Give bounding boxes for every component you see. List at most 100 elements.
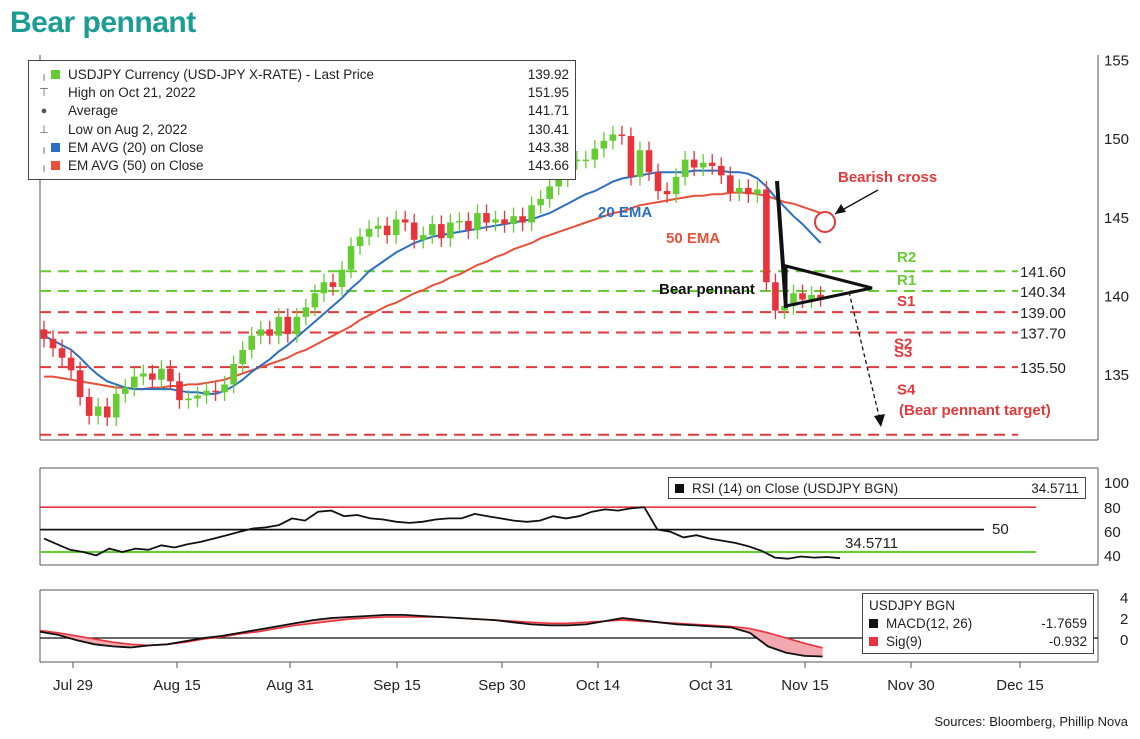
ema20-icon: ╷ xyxy=(40,141,48,154)
rsi-tick-label: 100 xyxy=(1104,475,1129,492)
x-tick-label: Aug 31 xyxy=(266,677,314,694)
rsi-legend-label: RSI (14) on Close (USDJPY BGN) xyxy=(692,480,899,496)
candle-body xyxy=(257,329,265,336)
macd-signal-fill xyxy=(40,614,823,657)
main-legend-label: High on Oct 21, 2022 xyxy=(68,84,196,100)
candle-body xyxy=(808,294,815,300)
candle-body xyxy=(347,246,355,270)
level-value-s3: 135.50 xyxy=(1020,360,1066,377)
price-tick-label: 140 xyxy=(1104,288,1129,305)
candle-body xyxy=(149,373,156,380)
candle-body xyxy=(645,150,653,173)
x-tick-label: Aug 15 xyxy=(153,677,201,694)
level-name-s2: S2 xyxy=(894,336,912,353)
ema20-annotation: 20 EMA xyxy=(598,204,652,221)
candle-body xyxy=(492,219,499,223)
candle-body xyxy=(131,376,138,388)
candle-body xyxy=(293,316,301,335)
price-tick-label: 150 xyxy=(1104,131,1129,148)
rsi-swatch xyxy=(675,483,684,493)
candle-body xyxy=(600,140,608,149)
price-tick-label: 135 xyxy=(1104,367,1129,384)
x-tick-label: Nov 30 xyxy=(887,677,935,694)
signal-legend-label: Sig(9) xyxy=(886,634,923,650)
level-value-r2: 141.60 xyxy=(1020,264,1066,281)
candle-body xyxy=(103,406,111,418)
x-tick-label: Jul 29 xyxy=(53,677,93,694)
x-tick-label: Nov 15 xyxy=(781,677,829,694)
rsi-middle-level-label: 50 xyxy=(992,521,1009,538)
pennant-triangle xyxy=(784,264,873,308)
rsi-tick-label: 40 xyxy=(1104,548,1121,565)
level-name-r1: R1 xyxy=(897,272,916,289)
candle-body xyxy=(618,134,626,137)
macd-line xyxy=(39,614,823,658)
level-name-s4: S4 xyxy=(897,382,916,399)
macd-legend-value: -1.7659 xyxy=(1041,615,1087,631)
bear-pennant-annotation: Bear pennant xyxy=(659,281,755,298)
candle-body xyxy=(754,189,761,195)
rsi-tick-label: 60 xyxy=(1104,524,1121,541)
candle-body xyxy=(419,235,427,240)
candle-body xyxy=(438,224,445,239)
rsi-legend: RSI (14) on Close (USDJPY BGN) 34.5711 xyxy=(668,477,1086,499)
main-legend-row: ╷ USDJPY Currency (USD-JPY X-RATE) - Last… xyxy=(37,65,569,83)
macd-swatch xyxy=(869,618,878,628)
candle-body xyxy=(546,186,553,199)
level-value-s2: 137.70 xyxy=(1020,326,1066,343)
candle-icon: ╷ xyxy=(40,68,48,81)
candle-body xyxy=(392,219,400,236)
candle-body xyxy=(302,307,310,317)
x-tick-label: Sep 30 xyxy=(478,677,526,694)
candle-body xyxy=(401,219,409,223)
macd-legend-title-row: USDJPY BGN xyxy=(869,596,1087,614)
ema50-icon: ╷ xyxy=(40,160,48,173)
candle-body xyxy=(284,316,292,335)
candle-body xyxy=(266,329,274,336)
macd-tick-label: 4 xyxy=(1120,590,1128,607)
main-legend-value: 139.92 xyxy=(527,66,569,82)
candle-body xyxy=(203,390,210,396)
candle-body xyxy=(140,373,147,377)
candle-body xyxy=(708,162,716,166)
candle-body xyxy=(428,224,436,236)
candle-body xyxy=(681,159,689,177)
candle-body xyxy=(76,370,84,398)
candle-body xyxy=(573,159,581,162)
rsi-last-value-label: 34.5711 xyxy=(845,535,898,552)
main-legend-label: USDJPY Currency (USD-JPY X-RATE) - Last … xyxy=(68,66,375,82)
rsi-tick-label: 80 xyxy=(1104,500,1121,517)
candle-body xyxy=(194,395,201,399)
legend-swatch xyxy=(51,88,60,97)
candle-body xyxy=(67,357,75,371)
x-tick-label: Oct 14 xyxy=(576,677,620,694)
candle-body xyxy=(176,381,183,401)
source-note: Sources: Bloomberg, Phillip Nova xyxy=(934,714,1128,729)
candle-body xyxy=(456,220,463,223)
macd-tick-label: 0 xyxy=(1120,632,1128,649)
candle-body xyxy=(58,348,66,358)
main-legend-label: Average xyxy=(68,103,119,119)
candle-body xyxy=(311,293,319,308)
low-marker-icon: ⊥ xyxy=(39,123,49,136)
candle-body xyxy=(790,293,797,306)
ema50-line xyxy=(44,191,821,391)
candle-body xyxy=(537,198,544,206)
average-marker-icon: ● xyxy=(40,104,48,117)
bearish-cross-circle xyxy=(814,211,836,233)
pennant-target-arrow xyxy=(848,291,881,421)
candle-body xyxy=(49,338,57,349)
candle-body xyxy=(465,220,472,231)
candle-body xyxy=(510,216,517,225)
candle-body xyxy=(609,134,617,141)
candle-body xyxy=(799,293,806,300)
candle-body xyxy=(736,187,743,193)
price-tick-label: 145 xyxy=(1104,210,1129,227)
candle-body xyxy=(690,159,698,168)
candle-body xyxy=(817,294,824,298)
candle-body xyxy=(763,189,770,283)
level-name-s1: S1 xyxy=(897,293,915,310)
candle-body xyxy=(275,316,283,336)
candle-body xyxy=(555,178,563,187)
